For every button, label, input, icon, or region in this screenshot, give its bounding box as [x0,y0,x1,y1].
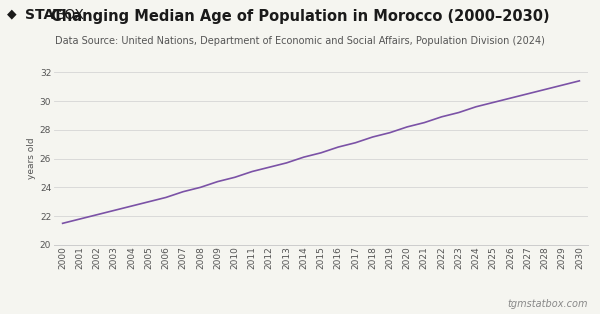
Text: Changing Median Age of Population in Morocco (2000–2030): Changing Median Age of Population in Mor… [50,9,550,24]
Text: STAT: STAT [25,8,63,22]
Text: ◆: ◆ [7,8,17,21]
Y-axis label: years old: years old [26,138,35,179]
Text: BOX: BOX [56,8,85,22]
Text: Data Source: United Nations, Department of Economic and Social Affairs, Populati: Data Source: United Nations, Department … [55,36,545,46]
Text: tgmstatbox.com: tgmstatbox.com [508,299,588,309]
